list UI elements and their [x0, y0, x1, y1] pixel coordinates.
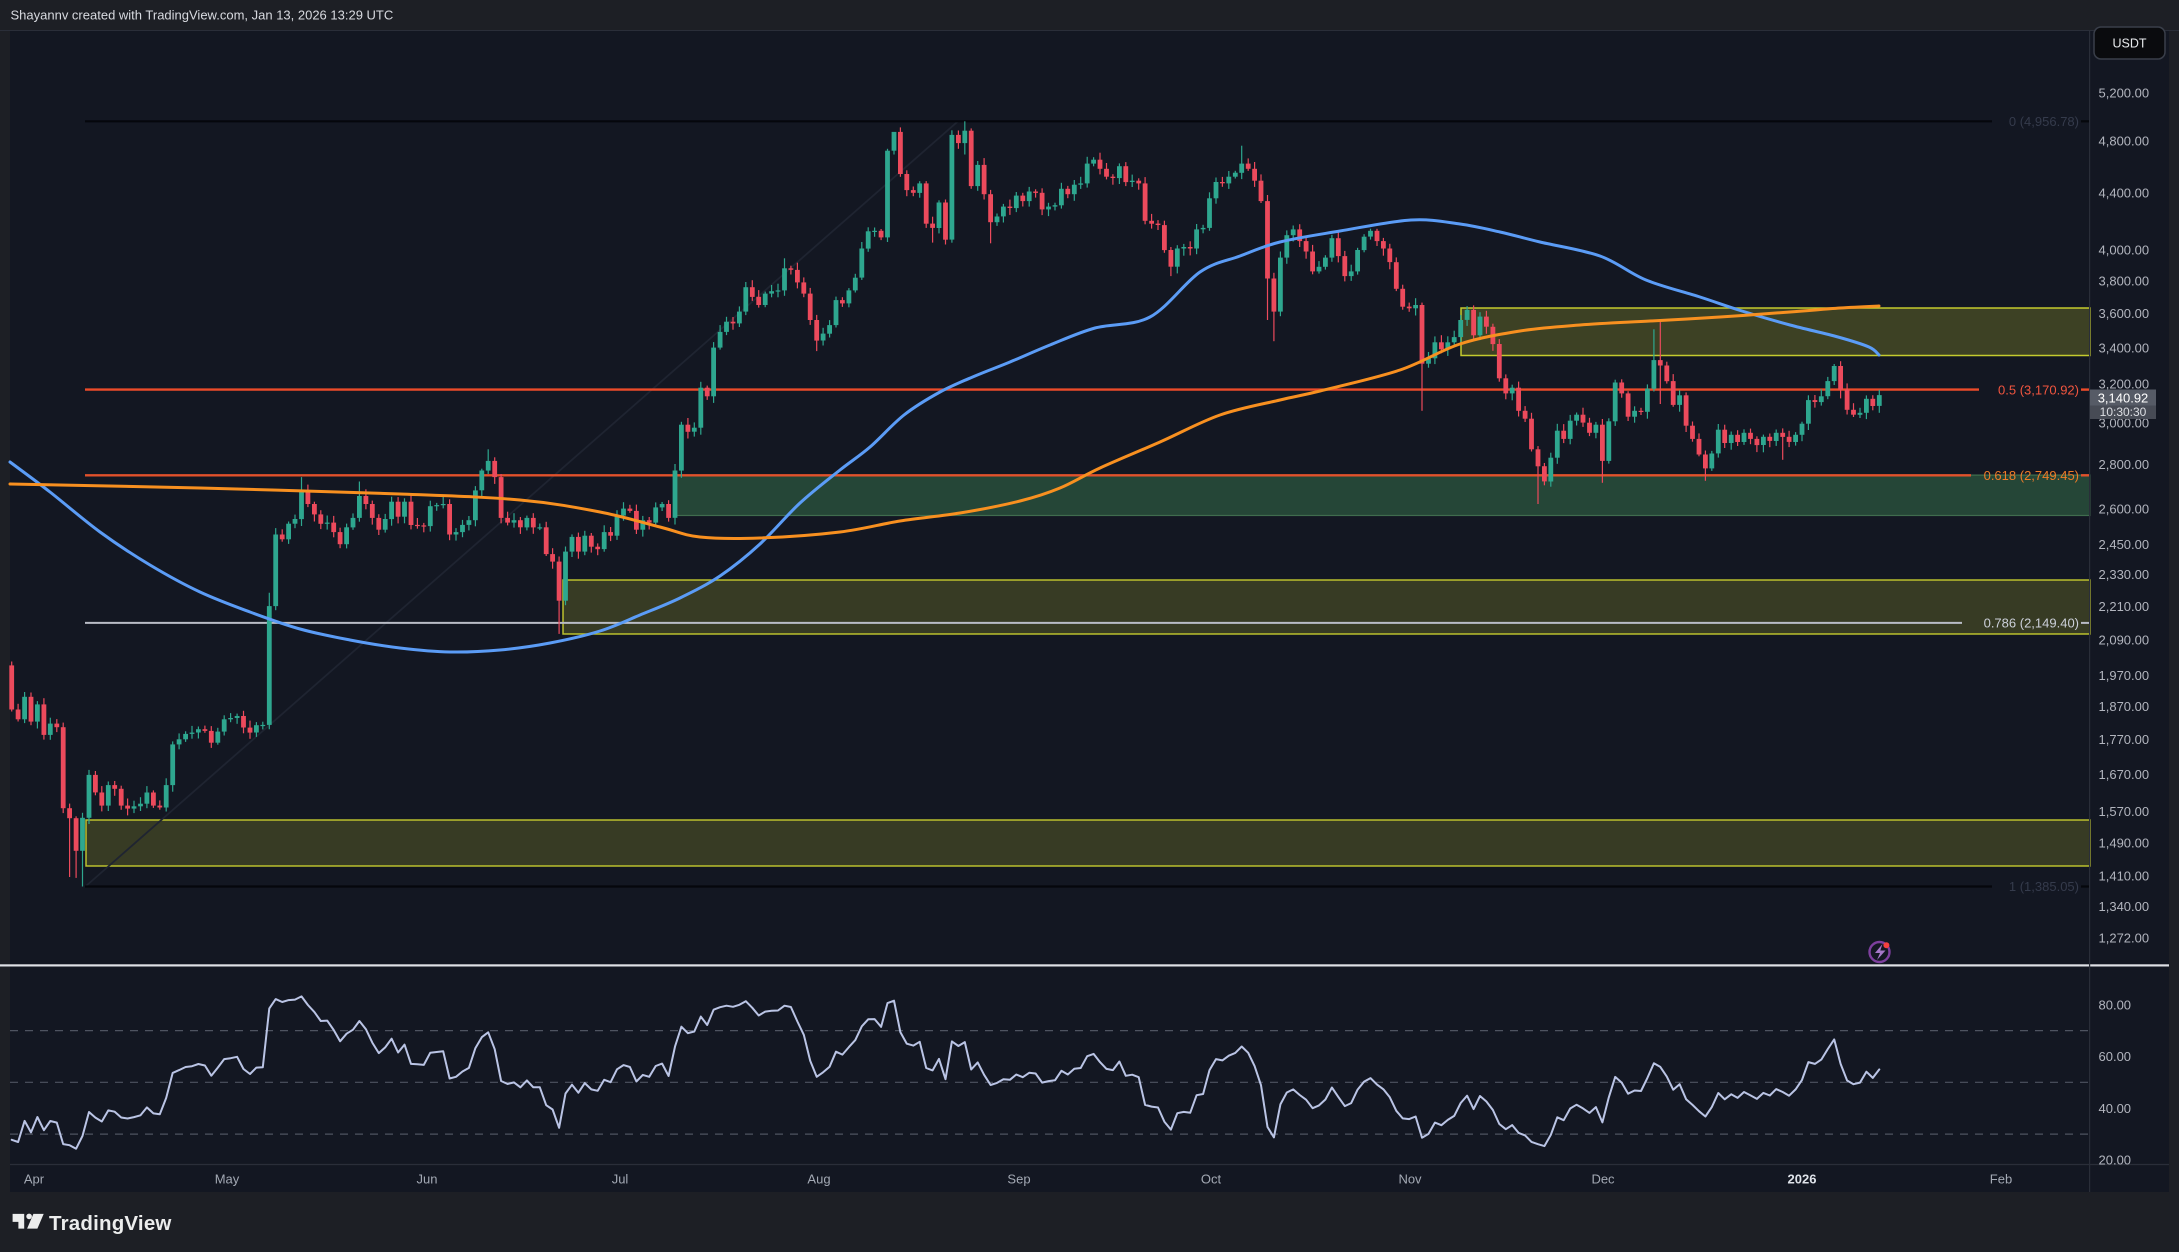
- svg-text:Dec: Dec: [1591, 1172, 1615, 1187]
- svg-text:1,970.00: 1,970.00: [2099, 668, 2150, 683]
- svg-text:4,800.00: 4,800.00: [2099, 133, 2150, 148]
- svg-text:Shayannv created with TradingV: Shayannv created with TradingView.com, J…: [11, 8, 394, 23]
- svg-text:60.00: 60.00: [2099, 1049, 2132, 1064]
- svg-text:0.5 (3,170.92): 0.5 (3,170.92): [1998, 382, 2079, 397]
- svg-text:4,000.00: 4,000.00: [2099, 243, 2150, 258]
- svg-text:1,272.00: 1,272.00: [2099, 930, 2150, 945]
- svg-text:May: May: [215, 1172, 240, 1187]
- svg-text:1,410.00: 1,410.00: [2099, 869, 2150, 884]
- svg-text:3,000.00: 3,000.00: [2099, 415, 2150, 430]
- svg-text:Jul: Jul: [612, 1172, 629, 1187]
- svg-text:0.786 (2,149.40): 0.786 (2,149.40): [1984, 616, 2079, 631]
- svg-text:Feb: Feb: [1990, 1172, 2012, 1187]
- svg-text:3,600.00: 3,600.00: [2099, 306, 2150, 321]
- svg-text:3,400.00: 3,400.00: [2099, 340, 2150, 355]
- svg-text:5,200.00: 5,200.00: [2099, 85, 2150, 100]
- svg-text:2,450.00: 2,450.00: [2099, 537, 2150, 552]
- svg-text:1,670.00: 1,670.00: [2099, 767, 2150, 782]
- svg-text:2,090.00: 2,090.00: [2099, 632, 2150, 647]
- svg-text:3,200.00: 3,200.00: [2099, 377, 2150, 392]
- svg-text:Sep: Sep: [1007, 1172, 1030, 1187]
- svg-text:0 (4,956.78): 0 (4,956.78): [2009, 114, 2079, 129]
- svg-text:TradingView: TradingView: [49, 1212, 172, 1235]
- svg-text:2,210.00: 2,210.00: [2099, 599, 2150, 614]
- svg-text:1,490.00: 1,490.00: [2099, 835, 2150, 850]
- svg-text:3,140.92: 3,140.92: [2098, 391, 2149, 406]
- svg-text:20.00: 20.00: [2099, 1153, 2132, 1168]
- svg-text:Apr: Apr: [24, 1172, 45, 1187]
- svg-text:40.00: 40.00: [2099, 1101, 2132, 1116]
- svg-text:1,570.00: 1,570.00: [2099, 804, 2150, 819]
- svg-text:1 (1,385.05): 1 (1,385.05): [2009, 879, 2079, 894]
- svg-text:0.618 (2,749.45): 0.618 (2,749.45): [1984, 468, 2079, 483]
- svg-text:2026: 2026: [1788, 1172, 1817, 1187]
- svg-text:Aug: Aug: [807, 1172, 830, 1187]
- svg-text:1,870.00: 1,870.00: [2099, 699, 2150, 714]
- svg-text:2,600.00: 2,600.00: [2099, 501, 2150, 516]
- svg-text:Jun: Jun: [417, 1172, 438, 1187]
- svg-text:10:30:30: 10:30:30: [2100, 405, 2147, 419]
- svg-text:2,330.00: 2,330.00: [2099, 567, 2150, 582]
- svg-text:80.00: 80.00: [2099, 997, 2132, 1012]
- svg-text:Nov: Nov: [1398, 1172, 1422, 1187]
- svg-text:1,770.00: 1,770.00: [2099, 732, 2150, 747]
- svg-text:Oct: Oct: [1201, 1172, 1222, 1187]
- svg-text:3,800.00: 3,800.00: [2099, 274, 2150, 289]
- svg-text:4,400.00: 4,400.00: [2099, 186, 2150, 201]
- svg-text:1,340.00: 1,340.00: [2099, 899, 2150, 914]
- svg-text:USDT: USDT: [2112, 37, 2146, 51]
- svg-text:2,800.00: 2,800.00: [2099, 457, 2150, 472]
